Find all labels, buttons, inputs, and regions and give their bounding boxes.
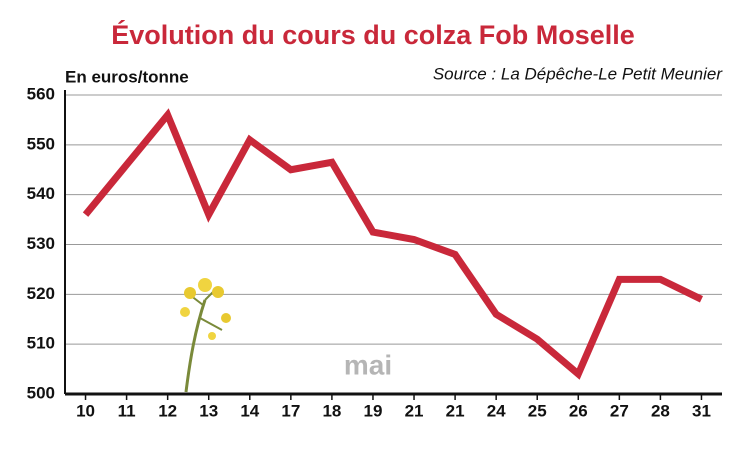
x-tick-label: 18 (322, 401, 341, 420)
y-axis-label: En euros/tonne (65, 67, 189, 86)
source: Source : La Dépêche-Le Petit Meunier (433, 64, 724, 83)
y-tick-label: 500 (27, 383, 55, 402)
x-tick-label: 26 (569, 401, 588, 420)
y-tick-label: 520 (27, 284, 55, 303)
x-tick-label: 25 (528, 401, 547, 420)
y-tick-label: 510 (27, 334, 55, 353)
x-tick-label: 21 (446, 401, 465, 420)
x-tick-label: 24 (487, 401, 506, 420)
chart-title: Évolution du cours du colza Fob Moselle (111, 19, 635, 50)
x-tick-label: 12 (158, 401, 177, 420)
x-tick-label: 28 (651, 401, 670, 420)
y-tick-label: 540 (27, 184, 55, 203)
x-tick-label: 17 (281, 401, 300, 420)
x-tick-label: 31 (692, 401, 711, 420)
flower (180, 278, 231, 393)
x-tick-label: 21 (405, 401, 424, 420)
x-tick-label: 19 (364, 401, 383, 420)
x-tick-label: 14 (240, 401, 259, 420)
x-tick-label: 27 (610, 401, 629, 420)
x-tick-label: 13 (199, 401, 218, 420)
grid (65, 94, 722, 395)
annotation: mai (344, 349, 392, 380)
y-tick-label: 550 (27, 134, 55, 153)
y-tick-label: 530 (27, 234, 55, 253)
price-line (82, 108, 703, 380)
y-tick-label: 560 (27, 84, 55, 103)
x-tick-label: 10 (76, 401, 95, 420)
x-tick-label: 11 (118, 401, 136, 420)
